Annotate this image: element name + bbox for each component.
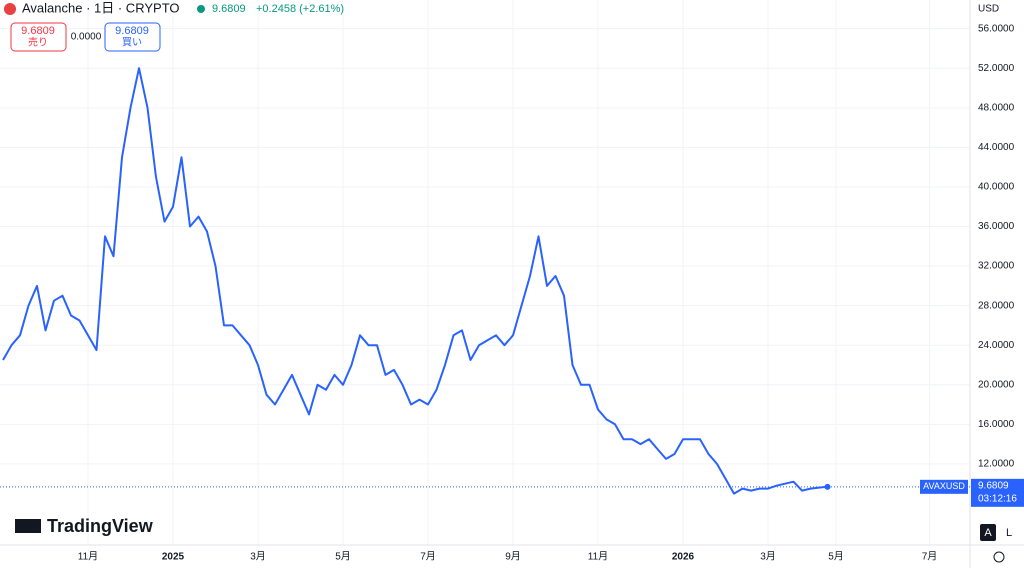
brand-logo (15, 519, 41, 533)
sell-price[interactable]: 9.6809 (21, 25, 55, 37)
y-tick-label: 36.0000 (978, 221, 1015, 232)
y-tick-label: 52.0000 (978, 63, 1015, 74)
currency[interactable]: USD (978, 4, 999, 15)
y-tick-label: 28.0000 (978, 300, 1015, 311)
symbol-icon (4, 3, 16, 15)
x-tick-label: 11月 (78, 551, 98, 563)
y-tick-label: 48.0000 (978, 102, 1015, 113)
y-tick-label: 20.0000 (978, 379, 1015, 390)
y-tick-label: 56.0000 (978, 23, 1015, 34)
price: 9.6809 (212, 3, 246, 15)
y-tick-label: 32.0000 (978, 261, 1015, 272)
last-point (824, 483, 831, 490)
countdown: 03:12:16 (978, 493, 1017, 504)
y-tick-label: 24.0000 (978, 340, 1015, 351)
price-line (2, 67, 828, 495)
buy-label[interactable]: 買い (122, 37, 142, 49)
auto-button[interactable] (980, 524, 996, 541)
y-tick-label: 44.0000 (978, 142, 1015, 153)
sell-button[interactable] (10, 22, 67, 52)
x-tick-label: 5月 (335, 551, 351, 563)
x-tick-label: 3月 (760, 551, 776, 563)
last-price-badge (971, 478, 1024, 507)
x-tick-label: 5月 (828, 551, 844, 563)
status-dot (197, 5, 205, 13)
y-tick-label: 12.0000 (978, 459, 1015, 470)
sell-label[interactable]: 売り (28, 36, 48, 49)
auto[interactable]: A (984, 527, 992, 539)
x-tick-label: 2026 (672, 552, 695, 563)
settings-icon[interactable] (993, 551, 1005, 563)
symbol: Avalanche · 1日 · CRYPTO (22, 0, 180, 15)
buy-button[interactable] (104, 22, 161, 52)
brand[interactable]: TradingView (47, 516, 154, 536)
spread: 0.0000 (71, 32, 102, 43)
buy-price[interactable]: 9.6809 (115, 25, 149, 37)
x-tick-label: 7月 (922, 551, 938, 563)
x-tick-label: 2025 (162, 552, 185, 563)
log[interactable]: L (1006, 527, 1012, 539)
y-tick-label: 40.0000 (978, 182, 1015, 193)
x-tick-label: 9月 (505, 551, 521, 563)
ticker-badge (920, 479, 968, 494)
y-tick-label: 16.0000 (978, 419, 1015, 430)
x-tick-label: 3月 (250, 551, 266, 563)
x-tick-label: 7月 (420, 551, 436, 563)
last-price: 9.6809 (978, 480, 1009, 491)
ticker: AVAXUSD (923, 481, 965, 491)
x-tick-label: 11月 (588, 551, 608, 563)
change: +0.2458 (+2.61%) (256, 3, 344, 15)
